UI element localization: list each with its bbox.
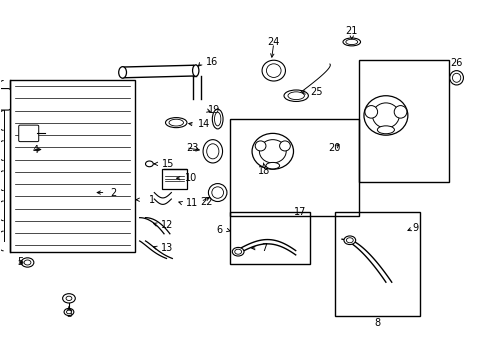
Text: 12: 12	[160, 220, 173, 230]
Ellipse shape	[372, 103, 399, 128]
Ellipse shape	[363, 96, 407, 135]
Ellipse shape	[342, 38, 360, 46]
Ellipse shape	[203, 140, 222, 163]
Circle shape	[64, 309, 74, 316]
Ellipse shape	[262, 60, 285, 81]
Ellipse shape	[212, 109, 223, 129]
Ellipse shape	[119, 67, 126, 78]
Ellipse shape	[259, 140, 285, 163]
Text: 24: 24	[267, 37, 279, 47]
Ellipse shape	[208, 184, 226, 202]
Circle shape	[346, 238, 352, 243]
Ellipse shape	[165, 118, 186, 128]
Text: 18: 18	[257, 166, 269, 176]
Text: 26: 26	[449, 58, 462, 68]
Text: 19: 19	[207, 105, 220, 115]
Text: 13: 13	[160, 243, 173, 253]
Circle shape	[234, 249, 241, 254]
Ellipse shape	[377, 126, 394, 134]
Bar	[358, 60, 448, 182]
Circle shape	[24, 260, 31, 265]
Text: 10: 10	[184, 173, 196, 183]
Text: 17: 17	[294, 207, 306, 217]
Ellipse shape	[192, 65, 199, 76]
Text: 21: 21	[345, 26, 357, 36]
Text: 6: 6	[216, 225, 222, 235]
Text: 3: 3	[66, 310, 72, 319]
Text: 2: 2	[110, 188, 117, 198]
Ellipse shape	[266, 64, 281, 77]
FancyBboxPatch shape	[19, 125, 39, 141]
Circle shape	[66, 310, 71, 314]
Text: 25: 25	[310, 87, 322, 97]
Ellipse shape	[251, 134, 293, 169]
Ellipse shape	[206, 144, 219, 159]
Ellipse shape	[364, 105, 377, 118]
Bar	[161, 169, 186, 189]
Text: 1: 1	[149, 195, 155, 205]
Text: 14: 14	[198, 120, 210, 129]
Text: 11: 11	[185, 198, 198, 208]
Ellipse shape	[345, 39, 357, 45]
Ellipse shape	[255, 141, 265, 151]
Ellipse shape	[214, 112, 221, 126]
Text: 5: 5	[17, 257, 23, 267]
Circle shape	[343, 236, 355, 244]
FancyBboxPatch shape	[0, 89, 10, 110]
Text: 15: 15	[161, 159, 174, 169]
Ellipse shape	[211, 187, 223, 198]
Ellipse shape	[169, 119, 183, 126]
Text: 20: 20	[328, 143, 340, 153]
Text: 9: 9	[412, 224, 418, 233]
Circle shape	[21, 258, 34, 267]
Ellipse shape	[265, 162, 279, 169]
Ellipse shape	[451, 73, 460, 82]
Ellipse shape	[279, 141, 290, 151]
Bar	[229, 119, 358, 216]
Bar	[229, 212, 310, 264]
Circle shape	[232, 247, 244, 256]
Text: 16: 16	[205, 57, 217, 67]
Text: 7: 7	[261, 243, 267, 253]
Circle shape	[66, 296, 72, 301]
Circle shape	[145, 161, 153, 167]
Text: 4: 4	[32, 144, 39, 154]
Ellipse shape	[287, 92, 304, 100]
Ellipse shape	[449, 71, 463, 85]
Bar	[10, 80, 135, 252]
Circle shape	[62, 294, 75, 303]
Text: 8: 8	[373, 319, 379, 328]
Ellipse shape	[284, 90, 308, 102]
Ellipse shape	[393, 105, 406, 118]
Text: 22: 22	[200, 197, 213, 207]
Bar	[334, 212, 419, 316]
Text: 23: 23	[185, 143, 198, 153]
